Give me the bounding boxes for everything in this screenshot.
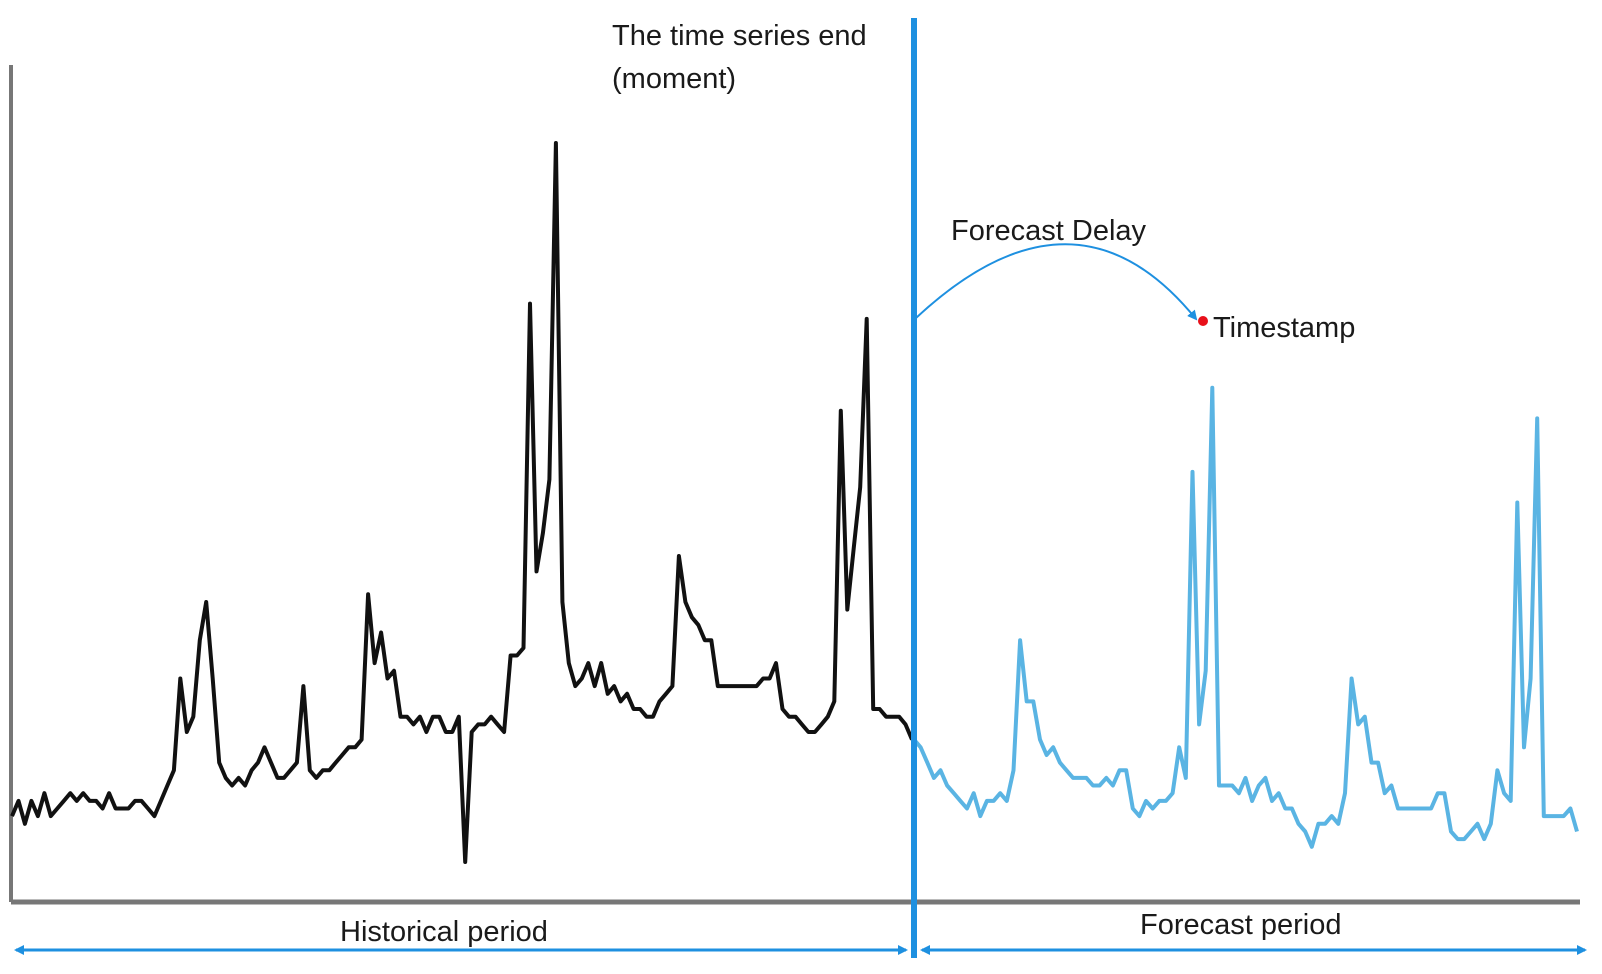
forecast-delay-label: Forecast Delay (951, 215, 1147, 247)
forecast-period-label: Forecast period (1140, 909, 1342, 941)
timestamp-label: Timestamp (1213, 312, 1355, 344)
timestamp-dot (1198, 316, 1208, 326)
series-end-label-line2: (moment) (612, 63, 736, 95)
historical-series-line (10, 141, 914, 864)
forecast-delay-arc (915, 243, 1198, 321)
historical-period-label: Historical period (340, 916, 548, 948)
series-end-label-line1: The time series end (612, 20, 867, 52)
forecast-series-line (912, 385, 1579, 849)
